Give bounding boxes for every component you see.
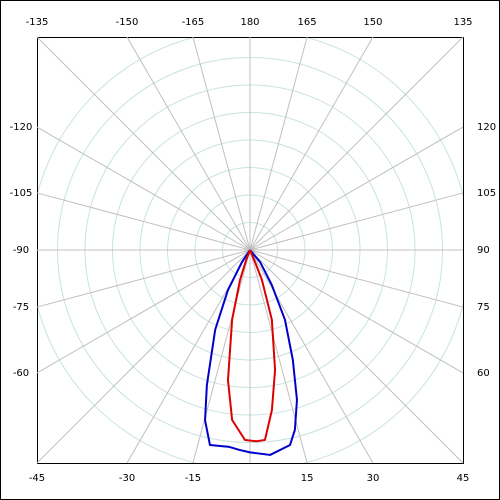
grid-line [36,249,251,464]
grid-line [192,249,251,464]
angle-tick-label: -165 [182,17,205,28]
angle-tick-label: 165 [298,17,317,28]
angle-tick-label: 45 [457,473,470,484]
angle-tick-label: 105 [477,188,496,199]
grid-line [249,36,464,251]
grid-line [249,36,308,251]
intensity-curve [226,249,277,443]
grid-line [192,36,251,251]
angle-tick-label: 30 [367,473,380,484]
angle-tick-label: -75 [13,302,29,313]
grid-line [249,249,464,464]
grid-line [249,126,464,251]
grid-line [126,36,251,251]
grid-line [36,36,251,251]
angle-tick-label: 75 [477,302,490,313]
grid-line [36,192,251,251]
angle-tick-label: 120 [477,122,496,133]
angle-tick-label: 150 [363,17,382,28]
grid-line [249,192,464,251]
angle-tick-label: 135 [453,17,472,28]
grid-line [249,249,464,308]
angle-tick-label: -30 [119,473,135,484]
angle-tick-label: 90 [477,245,490,256]
angle-tick-label: -150 [116,17,139,28]
grid-line [36,126,251,251]
grid-line [249,249,374,464]
grid-line [36,249,251,308]
angle-tick-label: 60 [477,368,490,379]
angle-tick-label: -15 [185,473,201,484]
grid-line [249,249,308,464]
angle-tick-label: -135 [26,17,49,28]
angle-tick-label: 15 [301,473,314,484]
angle-tick-label: -45 [29,473,45,484]
angle-tick-label: -120 [10,122,33,133]
angle-tick-label: 180 [240,17,259,28]
grid-line [249,249,464,374]
angle-tick-label: -90 [13,245,29,256]
grid-line [36,249,251,374]
intensity-curve [204,249,298,456]
angle-tick-label: -105 [10,188,33,199]
angle-tick-label: -60 [13,368,29,379]
grid-line [249,36,374,251]
